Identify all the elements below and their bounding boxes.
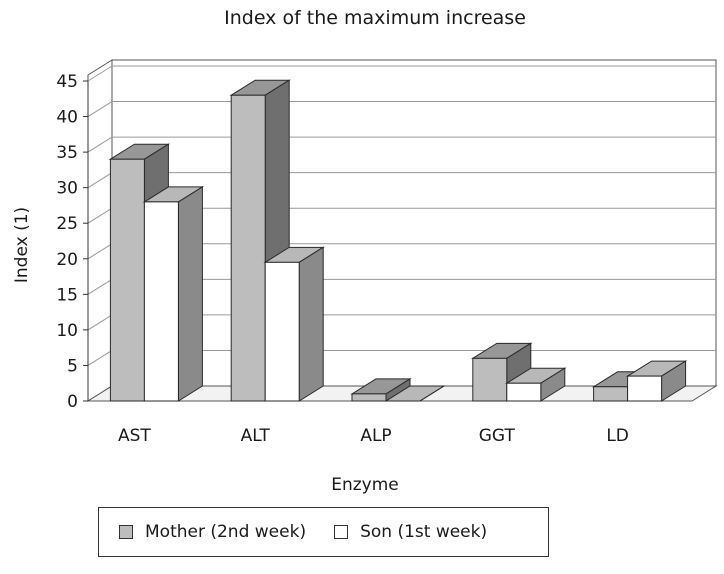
gridline-side [87, 243, 113, 260]
y-tick-label: 5 [67, 356, 78, 376]
bar-side-son-alt [298, 246, 324, 402]
side-wall [87, 59, 113, 402]
gridline-side [87, 136, 113, 153]
back-wall [111, 59, 717, 387]
legend-item-mother: Mother (2nd week) [119, 522, 306, 542]
gridline-side [87, 172, 113, 189]
legend-label-son: Son (1st week) [360, 522, 488, 542]
legend-swatch-son [334, 525, 349, 539]
bar-son-ld [627, 375, 663, 402]
y-tick-label: 25 [56, 214, 78, 234]
bar-son-alt [264, 261, 300, 402]
y-tick-label: 15 [56, 285, 78, 305]
y-tick-label: 20 [56, 250, 78, 270]
y-axis-title: Index (1) [12, 207, 32, 283]
bar-mother-alp [351, 393, 387, 402]
legend-item-son: Son (1st week) [334, 522, 487, 542]
gridline-side [87, 314, 113, 331]
plot-area: 0 5 10 15 20 25 30 35 40 45 AST ALT ALP GGT LD [56, 59, 718, 446]
bar-son-ggt [506, 382, 542, 402]
y-tick-label: 0 [67, 392, 78, 412]
gridline-side [87, 350, 113, 366]
y-tick-label: 35 [56, 143, 78, 163]
legend-swatch-mother [119, 525, 133, 539]
y-tick-label: 45 [56, 72, 78, 92]
bar-mother-alt [230, 94, 266, 402]
gridline-side [87, 65, 113, 82]
gridline-side [87, 207, 113, 224]
x-tick-label-alt: ALT [241, 426, 271, 446]
legend-label-mother: Mother (2nd week) [145, 522, 307, 542]
bar-mother-ast [109, 158, 145, 402]
bar-side-son-ast [177, 185, 203, 402]
chart-title: Index of the maximum increase [224, 7, 526, 29]
y-tick-label: 10 [56, 321, 78, 341]
gridline-side [87, 101, 113, 117]
x-axis-title: Enzyme [331, 475, 399, 495]
x-tick-label-ld: LD [606, 426, 629, 446]
bar-mother-ggt [472, 357, 508, 402]
bar-side-son-alp [419, 385, 445, 402]
y-tick-label: 30 [56, 179, 78, 199]
x-tick-label-alp: ALP [360, 426, 391, 446]
legend: Mother (2nd week) Son (1st week) [98, 507, 549, 557]
bar-mother-ld [593, 386, 629, 402]
x-tick-label-ast: AST [118, 426, 151, 446]
bar-son-ast [143, 201, 179, 402]
y-tick-label: 40 [56, 108, 78, 128]
gridline-side [87, 278, 113, 295]
x-tick-label-ggt: GGT [479, 426, 516, 446]
